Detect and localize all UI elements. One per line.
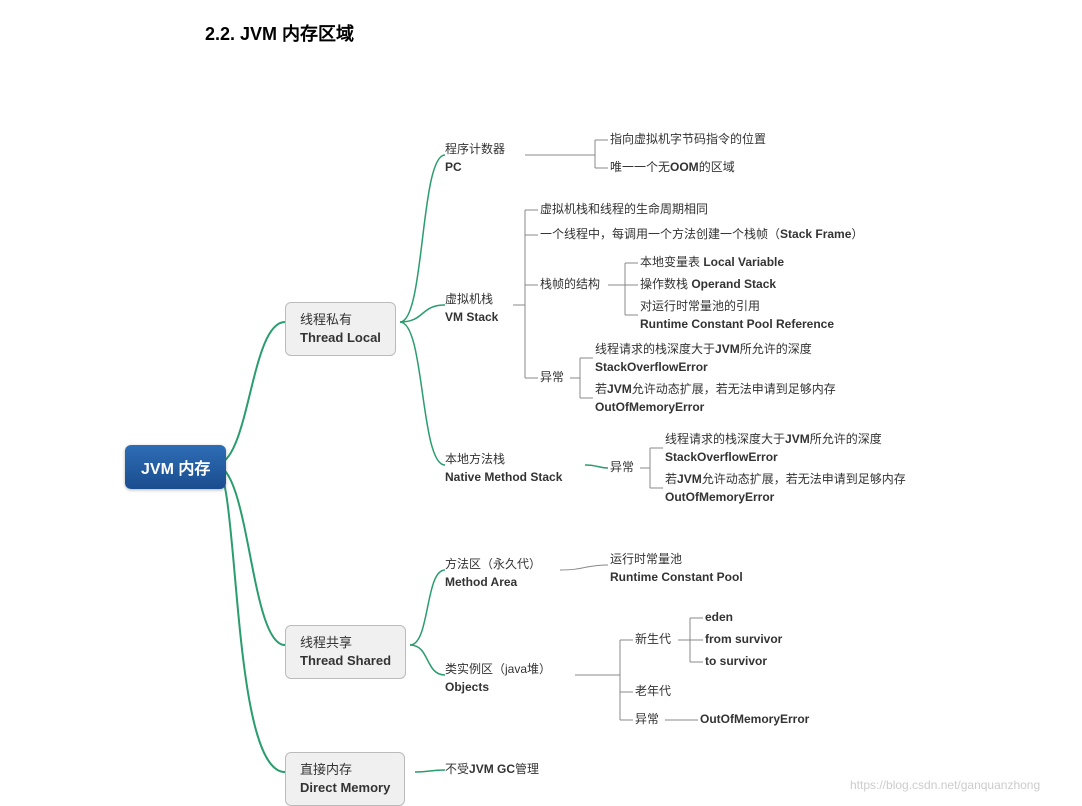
node-label-en: Thread Local bbox=[300, 330, 381, 345]
node-obj-n1: eden bbox=[705, 608, 733, 626]
node-direct-memory: 直接内存 Direct Memory bbox=[285, 752, 405, 806]
node-nv-e1: 线程请求的栈深度大于JVM所允许的深度StackOverflowError bbox=[665, 430, 882, 466]
node-thread-local: 线程私有 Thread Local bbox=[285, 302, 396, 356]
label: 程序计数器 bbox=[445, 142, 505, 156]
node-thread-shared: 线程共享 Thread Shared bbox=[285, 625, 406, 679]
node-method-area: 方法区（永久代） Method Area bbox=[445, 555, 541, 591]
label: 方法区（永久代） bbox=[445, 557, 541, 571]
node-vm-s1: 本地变量表 Local Variable bbox=[640, 253, 784, 271]
label-en: Native Method Stack bbox=[445, 470, 562, 484]
node-pc-desc1: 指向虚拟机字节码指令的位置 bbox=[610, 130, 766, 148]
node-vm-struct: 栈帧的结构 bbox=[540, 275, 600, 293]
node-label-en: Direct Memory bbox=[300, 780, 390, 795]
root-node: JVM 内存 bbox=[125, 445, 226, 489]
node-vm-desc2: 一个线程中，每调用一个方法创建一个栈帧（Stack Frame） bbox=[540, 225, 863, 243]
node-pc-desc2: 唯一一个无OOM的区域 bbox=[610, 158, 735, 176]
label: 本地方法栈 bbox=[445, 452, 505, 466]
label: 虚拟机栈 bbox=[445, 292, 493, 306]
node-obj-ex: 异常 bbox=[635, 710, 659, 728]
node-vm-ex: 异常 bbox=[540, 368, 564, 386]
node-label-zh: 线程私有 bbox=[300, 312, 352, 327]
label-en: VM Stack bbox=[445, 310, 498, 324]
watermark: https://blog.csdn.net/ganquanzhong bbox=[850, 778, 1040, 792]
page-title: 2.2. JVM 内存区域 bbox=[205, 20, 354, 46]
label-en: PC bbox=[445, 160, 462, 174]
node-label-en: Thread Shared bbox=[300, 653, 391, 668]
node-label-zh: 直接内存 bbox=[300, 762, 352, 777]
node-label-zh: 线程共享 bbox=[300, 635, 352, 650]
node-vm-e1: 线程请求的栈深度大于JVM所允许的深度StackOverflowError bbox=[595, 340, 812, 376]
node-objects: 类实例区（java堆） Objects bbox=[445, 660, 551, 696]
node-obj-e1: OutOfMemoryError bbox=[700, 710, 809, 728]
node-direct-c1: 不受JVM GC管理 bbox=[445, 760, 539, 778]
node-pc: 程序计数器 PC bbox=[445, 140, 505, 176]
node-nv-e2: 若JVM允许动态扩展，若无法申请到足够内存OutOfMemoryError bbox=[665, 470, 906, 506]
node-obj-old: 老年代 bbox=[635, 682, 671, 700]
node-obj-n3: to survivor bbox=[705, 652, 767, 670]
node-vm-desc1: 虚拟机栈和线程的生命周期相同 bbox=[540, 200, 708, 218]
label-en: Objects bbox=[445, 680, 489, 694]
node-vm-s2: 操作数栈 Operand Stack bbox=[640, 275, 776, 293]
node-native: 本地方法栈 Native Method Stack bbox=[445, 450, 562, 486]
node-vm-e2: 若JVM允许动态扩展，若无法申请到足够内存OutOfMemoryError bbox=[595, 380, 836, 416]
node-obj-n2: from survivor bbox=[705, 630, 782, 648]
node-method-c1: 运行时常量池Runtime Constant Pool bbox=[610, 550, 743, 586]
node-vm-s3: 对运行时常量池的引用Runtime Constant Pool Referenc… bbox=[640, 297, 834, 333]
node-vmstack: 虚拟机栈 VM Stack bbox=[445, 290, 498, 326]
label-en: Method Area bbox=[445, 575, 517, 589]
node-nv-ex: 异常 bbox=[610, 458, 634, 476]
node-obj-new: 新生代 bbox=[635, 630, 671, 648]
label: 类实例区（java堆） bbox=[445, 662, 551, 676]
